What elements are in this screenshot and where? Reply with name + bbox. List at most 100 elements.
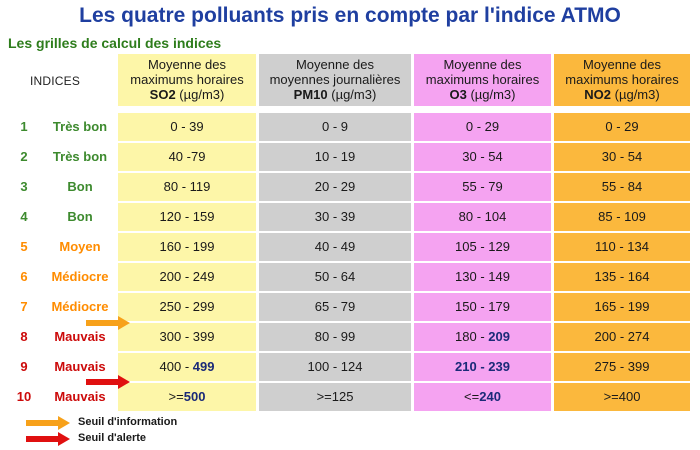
index-quality-label: Mauvais <box>54 359 106 374</box>
range-text: 300 - 399 <box>159 329 215 344</box>
range-text: 180 - <box>455 329 489 344</box>
range-text: 130 - 149 <box>455 269 510 284</box>
index-number: 8 <box>20 329 28 344</box>
unit-label: (µg/m3) <box>466 87 516 102</box>
index-number: 7 <box>20 299 28 314</box>
range-text: 165 - 199 <box>594 299 650 314</box>
range-text: 10 - 19 <box>314 149 356 164</box>
range-cell-so2: 400 - 499 <box>118 353 256 381</box>
range-text: 120 - 159 <box>159 209 215 224</box>
range-text: 275 - 399 <box>594 359 650 374</box>
range-text: 0 - 29 <box>605 119 639 134</box>
range-text: 30 - 54 <box>601 149 643 164</box>
range-cell-o3: 130 - 149 <box>414 263 551 291</box>
range-text: 250 - 299 <box>159 299 215 314</box>
range-cell-no2: 200 - 274 <box>554 323 690 351</box>
threshold-arrow-alert-icon <box>86 375 130 389</box>
index-number: 9 <box>20 359 28 374</box>
header-line-1: Moyenne des <box>582 57 662 72</box>
range-cell-so2: 160 - 199 <box>118 233 256 261</box>
index-number: 4 <box>20 209 28 224</box>
range-cell-so2: 80 - 119 <box>118 173 256 201</box>
index-number: 6 <box>20 269 28 284</box>
range-cell-no2: 0 - 29 <box>554 113 690 141</box>
pollutant-name: NO2 <box>584 87 612 102</box>
range-cell-o3: 180 - 209 <box>414 323 551 351</box>
range-cell-so2: 0 - 39 <box>118 113 256 141</box>
range-text-emphasis: 240 <box>479 389 501 404</box>
range-text: 20 - 29 <box>314 179 356 194</box>
range-cell-no2: 110 - 134 <box>554 233 690 261</box>
header-pollutant-line: PM10 (µg/m3) <box>259 87 411 102</box>
range-text: 0 - 39 <box>170 119 204 134</box>
range-cell-no2: 55 - 84 <box>554 173 690 201</box>
legend-information-arrow-icon <box>26 416 70 430</box>
column-header-o3: Moyenne des maximums horaires O3 (µg/m3) <box>414 54 551 106</box>
header-line-2: maximums horaires <box>130 72 244 87</box>
range-cell-o3: 30 - 54 <box>414 143 551 171</box>
range-cell-pm10: 100 - 124 <box>259 353 411 381</box>
range-cell-o3: 105 - 129 <box>414 233 551 261</box>
index-number: 10 <box>16 389 32 404</box>
range-text: 30 - 54 <box>462 149 503 164</box>
range-cell-o3: <=240 <box>414 383 551 411</box>
range-cell-no2: 85 - 109 <box>554 203 690 231</box>
range-cell-so2: 300 - 399 <box>118 323 256 351</box>
unit-label: (µg/m3) <box>175 87 225 102</box>
range-cell-so2: 200 - 249 <box>118 263 256 291</box>
pollutant-name: O3 <box>449 87 467 102</box>
pollutant-name: PM10 <box>293 87 328 102</box>
range-text: 40 - 49 <box>314 239 356 254</box>
range-text: 135 - 164 <box>594 269 650 284</box>
column-header-no2: Moyenne des maximums horaires NO2 (µg/m3) <box>554 54 690 106</box>
index-quality-label: Mauvais <box>54 389 106 404</box>
unit-label: (µg/m3) <box>327 87 377 102</box>
header-pollutant-line: O3 (µg/m3) <box>414 87 551 102</box>
range-text: 110 - 134 <box>595 239 649 254</box>
range-text: 50 - 64 <box>314 269 356 284</box>
range-cell-pm10: 0 - 9 <box>259 113 411 141</box>
legend-alert-label: Seuil d'alerte <box>78 432 147 444</box>
range-text: 55 - 84 <box>601 179 643 194</box>
index-quality-label: Bon <box>67 179 93 194</box>
index-number: 2 <box>20 149 28 164</box>
range-text: 0 - 9 <box>321 119 348 134</box>
index-number: 5 <box>20 239 28 254</box>
range-text: >=400 <box>603 389 641 404</box>
index-quality-label: Mauvais <box>54 329 106 344</box>
range-cell-o3: 210 - 239 <box>414 353 551 381</box>
range-cell-no2: 135 - 164 <box>554 263 690 291</box>
header-line-1: Moyenne des <box>147 57 227 72</box>
range-cell-o3: 55 - 79 <box>414 173 551 201</box>
range-cell-o3: 150 - 179 <box>414 293 551 321</box>
range-cell-pm10: >=125 <box>259 383 411 411</box>
range-text: 400 - <box>159 359 193 374</box>
range-cell-no2: >=400 <box>554 383 690 411</box>
range-text: <= <box>464 389 480 404</box>
range-cell-so2: >=500 <box>118 383 256 411</box>
range-text-emphasis: 209 <box>488 329 510 344</box>
index-quality-label: Médiocre <box>51 299 109 314</box>
header-line-2: moyennes journalières <box>269 72 401 87</box>
range-cell-no2: 30 - 54 <box>554 143 690 171</box>
range-cell-pm10: 40 - 49 <box>259 233 411 261</box>
index-quality-label: Très bon <box>52 119 108 134</box>
range-text: 160 - 199 <box>159 239 215 254</box>
range-text: 200 - 249 <box>159 269 215 284</box>
range-cell-pm10: 50 - 64 <box>259 263 411 291</box>
range-text: 65 - 79 <box>314 299 356 314</box>
range-text: 105 - 129 <box>455 239 510 254</box>
range-cell-pm10: 30 - 39 <box>259 203 411 231</box>
range-cell-pm10: 80 - 99 <box>259 323 411 351</box>
threshold-arrow-information-icon <box>86 316 130 330</box>
range-text: 0 - 29 <box>465 119 500 134</box>
range-cell-pm10: 65 - 79 <box>259 293 411 321</box>
header-pollutant-line: SO2 (µg/m3) <box>118 87 256 102</box>
range-cell-no2: 275 - 399 <box>554 353 690 381</box>
range-cell-o3: 80 - 104 <box>414 203 551 231</box>
legend-alert-arrow-icon <box>26 432 70 446</box>
range-cell-so2: 250 - 299 <box>118 293 256 321</box>
range-cell-pm10: 20 - 29 <box>259 173 411 201</box>
range-text: 80 - 119 <box>163 179 211 194</box>
range-text: 40 -79 <box>168 149 206 164</box>
